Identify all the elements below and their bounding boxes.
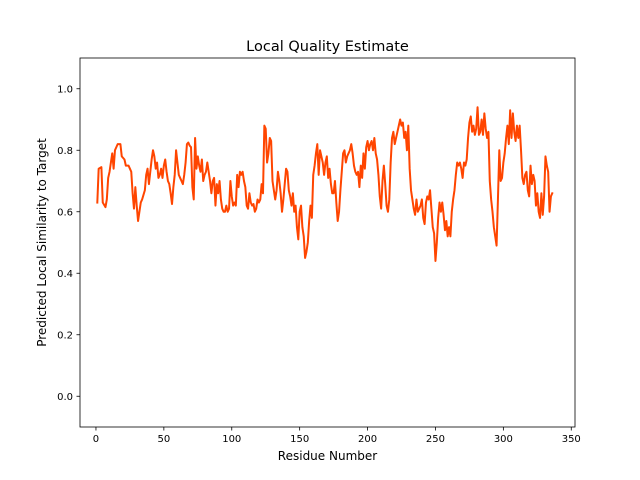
x-tick-label: 350 — [562, 434, 581, 445]
series-layer — [96, 106, 554, 262]
y-tick-label: 1.0 — [57, 84, 73, 95]
x-tick-label: 50 — [157, 434, 170, 445]
y-tick-label: 0.6 — [57, 207, 73, 218]
y-tick-label: 0.4 — [57, 269, 73, 280]
x-tick-label: 0 — [93, 434, 99, 445]
x-axis-label: Residue Number — [278, 449, 377, 463]
y-axis: 0.0 0.2 0.4 0.6 0.8 1.0 — [57, 84, 80, 403]
plot-background — [80, 58, 575, 427]
series-line-0 — [96, 106, 554, 262]
y-axis-label: Predicted Local Similarity to Target — [35, 138, 49, 347]
chart-title: Local Quality Estimate — [246, 39, 409, 55]
y-tick-label: 0.8 — [57, 146, 73, 157]
plot-frame — [79, 57, 576, 428]
y-tick-label: 0.2 — [57, 330, 73, 341]
x-tick-label: 150 — [290, 434, 309, 445]
x-tick-label: 250 — [426, 434, 445, 445]
x-axis: 0 50 100 150 200 250 300 350 — [93, 427, 581, 445]
x-tick-label: 300 — [494, 434, 513, 445]
x-tick-label: 200 — [358, 434, 377, 445]
x-tick-label: 100 — [222, 434, 241, 445]
plot-area — [79, 57, 576, 428]
y-tick-label: 0.0 — [57, 392, 73, 403]
